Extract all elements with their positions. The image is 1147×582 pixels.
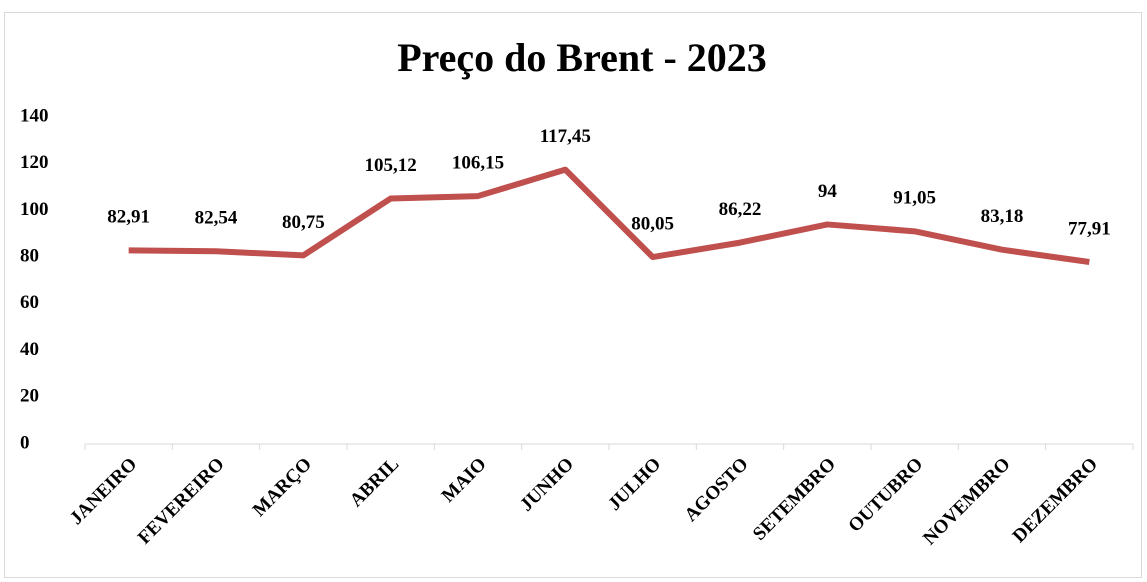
data-label: 80,05 [631,213,674,234]
y-tick-label: 120 [20,152,49,173]
data-label: 106,15 [452,152,504,173]
data-label: 94 [818,181,838,202]
y-tick-label: 40 [20,339,39,360]
data-label: 82,54 [195,208,238,229]
y-tick-label: 80 [20,246,39,267]
chart-border [4,12,1142,578]
data-label: 86,22 [719,199,762,220]
y-tick-label: 20 [20,386,39,407]
data-label: 117,45 [540,126,591,147]
y-tick-label: 60 [20,292,39,313]
y-tick-label: 0 [20,432,30,453]
data-label: 80,75 [282,212,325,233]
chart-title: Preço do Brent - 2023 [397,35,767,80]
data-label: 82,91 [107,207,150,228]
data-label: 105,12 [365,155,417,176]
data-label: 77,91 [1068,218,1111,239]
y-tick-label: 100 [20,199,49,220]
data-label: 91,05 [893,188,936,209]
y-tick-label: 140 [20,105,49,126]
data-label: 83,18 [981,206,1024,227]
line-series [128,166,1090,265]
